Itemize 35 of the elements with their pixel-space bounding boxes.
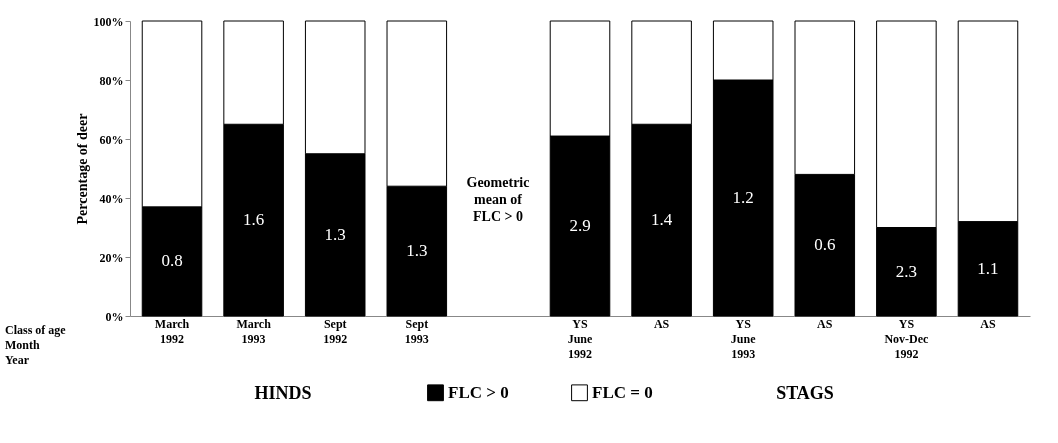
text: Month bbox=[5, 338, 40, 352]
y-tick-label: 80% bbox=[99, 73, 124, 88]
text: Year bbox=[5, 353, 30, 367]
y-tick-label: 100% bbox=[93, 14, 124, 29]
legend-label: FLC = 0 bbox=[592, 382, 653, 402]
y-tick-label: 60% bbox=[99, 132, 124, 147]
x-tick-label: AS bbox=[653, 316, 670, 331]
x-tick-label: YS Nov-Dec 1992 bbox=[884, 316, 930, 361]
y-tick-label: 40% bbox=[99, 191, 124, 206]
x-tick-label: YS June 1993 bbox=[730, 316, 757, 361]
x-tick-label: AS bbox=[817, 316, 833, 331]
annotation: 1.4 bbox=[650, 210, 673, 230]
text: HINDS bbox=[254, 383, 312, 403]
annotation: 1.2 bbox=[732, 188, 754, 207]
y-tick-label: 0% bbox=[105, 309, 124, 324]
text: STAGS bbox=[776, 383, 834, 403]
x-tick-label: March 1992 bbox=[154, 316, 190, 346]
annotation: 0.8 bbox=[161, 251, 183, 271]
x-tick-label: Sept 1993 bbox=[404, 316, 429, 346]
annotation: 1.1 bbox=[977, 258, 999, 278]
annotation: 2.3 bbox=[895, 261, 918, 281]
x-tick-label: AS bbox=[980, 316, 996, 331]
annotation: 1.3 bbox=[324, 224, 346, 244]
y-tick-label: 20% bbox=[99, 250, 124, 265]
x-tick-label: YS June 1992 bbox=[567, 316, 593, 361]
x-tick-label: March 1993 bbox=[236, 316, 272, 346]
x-tick-label: Sept 1992 bbox=[323, 316, 348, 346]
annotation: Geometric mean of FLC > 0 bbox=[466, 175, 530, 225]
annotation: 1.6 bbox=[242, 210, 265, 230]
legend-label: FLC > 0 bbox=[448, 382, 509, 402]
annotation: 0.6 bbox=[814, 235, 836, 255]
annotation: 1.3 bbox=[406, 241, 428, 261]
text: Class of age bbox=[5, 323, 67, 337]
y-axis-title: Percentage of deer bbox=[74, 113, 90, 225]
annotation: 2.9 bbox=[569, 216, 591, 236]
